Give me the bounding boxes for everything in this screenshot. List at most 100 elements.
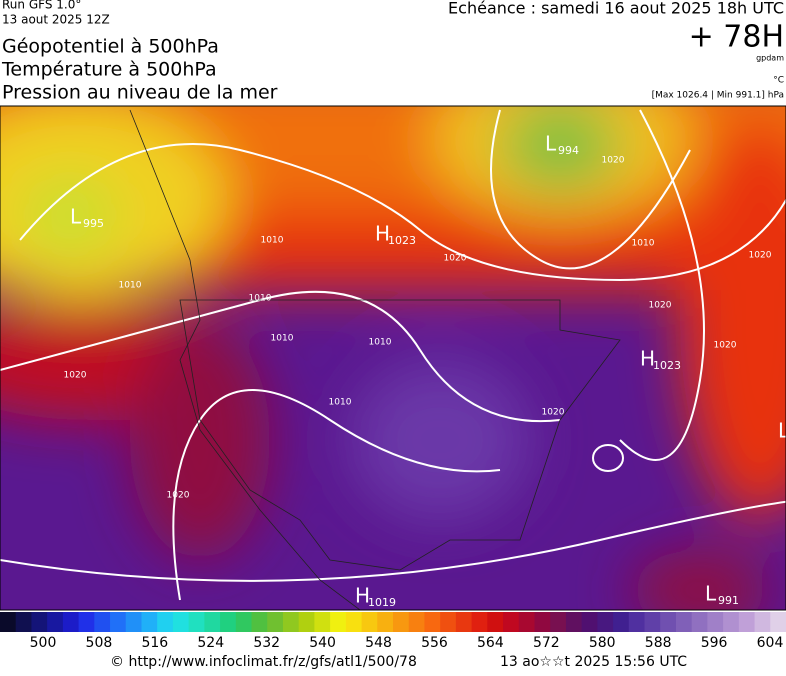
color-swatch xyxy=(628,612,646,632)
color-swatch xyxy=(738,612,756,632)
color-swatch xyxy=(345,612,363,632)
title: Pression au niveau de la mer xyxy=(2,82,278,104)
isobar-label: 1010 xyxy=(261,236,284,246)
center-letter: L xyxy=(778,419,786,443)
isobar-label: 1010 xyxy=(632,239,655,249)
color-swatch xyxy=(675,612,693,632)
title: Température à 500hPa xyxy=(1,59,217,81)
color-swatch xyxy=(424,612,441,632)
colorbar-label: 564 xyxy=(477,635,504,651)
center-value: 1023 xyxy=(653,359,681,372)
color-swatch xyxy=(267,612,284,632)
issued: 13 ao☆☆t 2025 15:56 UTC xyxy=(500,654,687,670)
colorbar-label: 556 xyxy=(421,635,448,651)
color-swatch xyxy=(597,612,614,632)
title: Géopotentiel à 500hPa xyxy=(2,36,219,58)
center-letter: H xyxy=(640,347,655,371)
isobar-label: 1010 xyxy=(369,338,392,348)
colorbar-label: 532 xyxy=(253,635,280,651)
isobar-label: 1010 xyxy=(329,398,352,408)
color-swatch xyxy=(125,612,142,632)
unit: °C xyxy=(773,76,784,86)
colorbar-label: 596 xyxy=(701,635,728,651)
colorbar-label: 604 xyxy=(757,635,784,651)
isobar-label: 1020 xyxy=(749,251,772,261)
color-swatch xyxy=(94,612,111,632)
unit: gpdam xyxy=(756,54,784,63)
center-letter: L xyxy=(545,132,557,156)
color-swatch xyxy=(31,612,48,632)
colorbar-label: 500 xyxy=(30,635,57,651)
color-swatch xyxy=(660,612,677,632)
color-swatch xyxy=(770,612,786,632)
color-swatch xyxy=(518,612,535,632)
isobar-label: 1020 xyxy=(64,371,87,381)
valid-time: Echéance : samedi 16 aout 2025 18h UTC xyxy=(448,0,784,18)
colorbar-label: 508 xyxy=(86,635,113,651)
color-swatch xyxy=(157,612,174,632)
color-swatch xyxy=(377,612,394,632)
colorbar-label: 548 xyxy=(365,635,392,651)
color-swatch xyxy=(298,612,315,632)
color-swatch xyxy=(361,612,378,632)
isobar-label: 1010 xyxy=(271,334,294,344)
run: Run GFS 1.0° xyxy=(2,0,81,12)
color-swatch xyxy=(534,612,551,632)
source: © http://www.infoclimat.fr/z/gfs/atl1/50… xyxy=(110,654,417,670)
isobar-label: 1020 xyxy=(542,408,565,418)
color-swatch xyxy=(330,612,347,632)
lead-time: + 78H xyxy=(689,20,784,55)
color-swatch xyxy=(62,612,80,632)
color-swatch xyxy=(282,612,300,632)
color-swatch xyxy=(581,612,598,632)
pressure-range: [Max 1026.4 | Min 991.1] hPa xyxy=(652,91,784,101)
color-swatch xyxy=(707,612,724,632)
color-swatch xyxy=(0,612,17,632)
colorbar-label: 524 xyxy=(197,635,224,651)
color-swatch xyxy=(220,612,237,632)
color-swatch xyxy=(235,612,253,632)
color-swatch xyxy=(47,612,64,632)
center-letter: H xyxy=(375,222,390,246)
color-swatch xyxy=(644,612,661,632)
color-swatch xyxy=(754,612,771,632)
center-value: 1019 xyxy=(368,596,396,609)
isobar-label: 1010 xyxy=(249,294,272,304)
color-swatch xyxy=(723,612,740,632)
color-swatch xyxy=(251,612,268,632)
center-value: 995 xyxy=(83,217,104,230)
color-swatch xyxy=(550,612,567,632)
color-swatch xyxy=(314,612,331,632)
color-swatch xyxy=(15,612,32,632)
color-swatch xyxy=(613,612,630,632)
center-letter: L xyxy=(70,205,82,229)
color-swatch xyxy=(393,612,410,632)
center-value: 1023 xyxy=(388,234,416,247)
color-swatch xyxy=(408,612,425,632)
color-swatch xyxy=(487,612,504,632)
color-swatch xyxy=(471,612,488,632)
color-swatch xyxy=(691,612,708,632)
isobar-label: 1010 xyxy=(119,281,142,291)
color-swatch xyxy=(110,612,127,632)
color-swatch xyxy=(440,612,457,632)
color-swatch xyxy=(204,612,221,632)
color-swatch xyxy=(455,612,473,632)
isobar-label: 1020 xyxy=(649,301,672,311)
isobar-label: 1020 xyxy=(602,156,625,166)
center-value: 994 xyxy=(558,144,579,157)
colorbar-label: 572 xyxy=(533,635,560,651)
colorbar-label: 580 xyxy=(589,635,616,651)
color-swatch xyxy=(188,612,205,632)
colorbar-label: 588 xyxy=(645,635,672,651)
center-letter: L xyxy=(705,582,717,606)
center-value: 991 xyxy=(718,594,739,607)
colorbar-label: 516 xyxy=(141,635,168,651)
center-letter: H xyxy=(355,584,370,608)
color-swatch xyxy=(565,612,583,632)
colorbar-label: 540 xyxy=(309,635,336,651)
color-swatch xyxy=(172,612,190,632)
isobar-label: 1020 xyxy=(167,491,190,501)
